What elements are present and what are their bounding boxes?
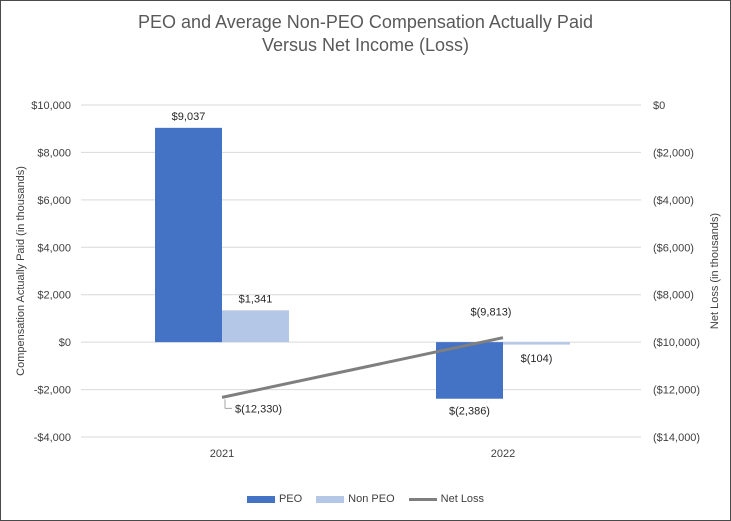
y-right-tick-label: ($12,000) xyxy=(653,385,700,397)
y-right-tick-label: ($2,000) xyxy=(653,147,694,159)
legend-item-net-loss: Net Loss xyxy=(408,493,485,505)
legend-label-net-loss: Net Loss xyxy=(440,493,485,505)
line-net-loss xyxy=(221,336,504,399)
legend-item-non-peo: Non PEO xyxy=(316,493,395,505)
chart-title-line-2: Versus Net Income (Loss) xyxy=(261,35,470,55)
bar-non-peo-2022 xyxy=(503,342,570,345)
y-right-tick-label: ($10,000) xyxy=(653,337,700,349)
y-right-axis-title: Net Loss (in thousands) xyxy=(709,213,721,329)
data-label-non-peo-2022: $(104) xyxy=(521,353,553,365)
y-left-axis-title: Compensation Actually Paid (in thousands… xyxy=(15,166,27,376)
y-right-tick-label: $0 xyxy=(653,100,665,112)
legend-label-peo: PEO xyxy=(278,493,303,505)
y-left-tick-label: $2,000 xyxy=(37,290,71,302)
chart-title: PEO and Average Non-PEO Compensation Act… xyxy=(1,11,730,57)
bar-peo-2021 xyxy=(155,127,222,343)
y-left-tick-label: $8,000 xyxy=(37,147,71,159)
x-tick-label-2021: 2021 xyxy=(210,448,234,460)
legend-swatch-peo xyxy=(246,495,275,503)
data-label-peo-2021: $9,037 xyxy=(172,111,206,123)
bar-non-peo-2021 xyxy=(222,310,289,343)
legend-swatch-net-loss xyxy=(408,497,437,501)
y-right-tick-label: ($14,000) xyxy=(653,432,700,444)
y-left-tick-label: -$2,000 xyxy=(34,385,71,397)
data-label-net-loss-2022: $(9,813) xyxy=(471,307,512,319)
y-right-tick-label: ($4,000) xyxy=(653,195,694,207)
y-left-tick-label: $4,000 xyxy=(37,242,71,254)
y-right-tick-label: ($8,000) xyxy=(653,290,694,302)
y-left-tick-label: $0 xyxy=(59,337,71,349)
bar-peo-2022 xyxy=(436,342,503,399)
y-left-tick-label: $10,000 xyxy=(31,100,71,112)
y-right-tick-label: ($6,000) xyxy=(653,242,694,254)
y-left-tick-label: -$4,000 xyxy=(34,432,71,444)
legend-item-peo: PEO xyxy=(246,493,303,505)
x-tick-label-2022: 2022 xyxy=(491,448,515,460)
y-left-tick-label: $6,000 xyxy=(37,195,71,207)
legend-label-non-peo: Non PEO xyxy=(348,493,395,505)
data-label-peo-2022: $(2,386) xyxy=(449,406,490,418)
data-label-non-peo-2021: $1,341 xyxy=(239,293,273,305)
chart-title-line-1: PEO and Average Non-PEO Compensation Act… xyxy=(138,12,593,32)
legend: PEO Non PEO Net Loss xyxy=(1,493,730,505)
data-label-net-loss-2021: $(12,330) xyxy=(235,403,282,415)
legend-swatch-non-peo xyxy=(316,495,345,503)
